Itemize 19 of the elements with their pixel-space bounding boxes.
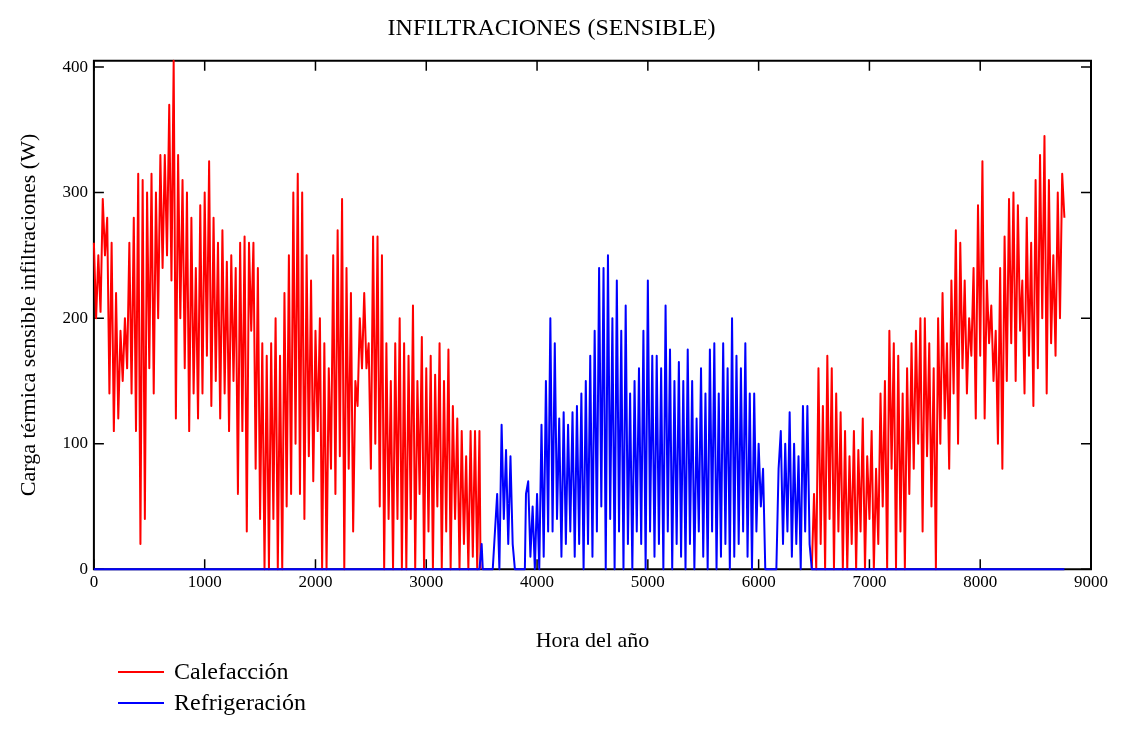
y-tick-label: 0 — [79, 558, 88, 578]
x-tick-label: 8000 — [963, 571, 998, 591]
legend-label: Calefacción — [174, 658, 289, 685]
x-tick-label: 9000 — [1074, 571, 1108, 591]
x-tick-label: 1000 — [187, 571, 222, 591]
x-tick-label: 7000 — [852, 571, 887, 591]
x-tick-label: 4000 — [520, 571, 555, 591]
x-axis-title: Hora del año — [535, 626, 650, 652]
y-tick-label: 100 — [62, 433, 88, 453]
chart-title: INFILTRACIONES (SENSIBLE) — [387, 13, 716, 40]
y-tick-label: 200 — [62, 307, 88, 327]
y-axis-title: Carga térmica sensible infiltraciones (W) — [14, 133, 40, 497]
x-tick-label: 3000 — [409, 571, 444, 591]
y-tick-label: 400 — [62, 56, 88, 76]
legend-label: Refrigeración — [174, 689, 306, 716]
y-tick-label: 300 — [62, 182, 88, 202]
x-tick-label: 5000 — [630, 571, 665, 591]
x-tick-label: 2000 — [298, 571, 333, 591]
x-tick-label: 6000 — [741, 571, 776, 591]
